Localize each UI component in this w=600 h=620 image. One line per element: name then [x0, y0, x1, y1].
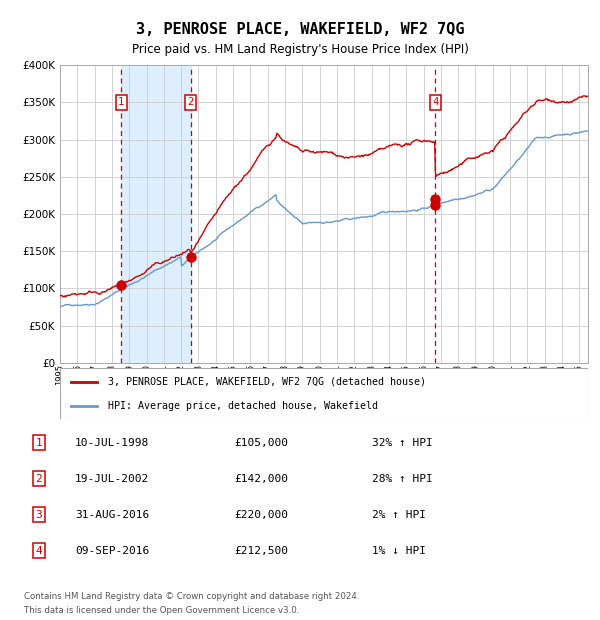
Text: £105,000: £105,000 — [234, 438, 288, 448]
Text: 1: 1 — [35, 438, 43, 448]
Text: £220,000: £220,000 — [234, 510, 288, 520]
Text: 10-JUL-1998: 10-JUL-1998 — [75, 438, 149, 448]
Text: 32% ↑ HPI: 32% ↑ HPI — [372, 438, 433, 448]
Text: 28% ↑ HPI: 28% ↑ HPI — [372, 474, 433, 484]
Text: This data is licensed under the Open Government Licence v3.0.: This data is licensed under the Open Gov… — [24, 606, 299, 615]
Bar — [121, 65, 191, 363]
Text: 4: 4 — [35, 546, 43, 556]
Text: 4: 4 — [433, 97, 439, 107]
Text: 31-AUG-2016: 31-AUG-2016 — [75, 510, 149, 520]
Text: 3, PENROSE PLACE, WAKEFIELD, WF2 7QG (detached house): 3, PENROSE PLACE, WAKEFIELD, WF2 7QG (de… — [107, 377, 425, 387]
Text: 2: 2 — [35, 474, 43, 484]
Text: 2: 2 — [187, 97, 194, 107]
Text: HPI: Average price, detached house, Wakefield: HPI: Average price, detached house, Wake… — [107, 401, 377, 411]
Text: 1: 1 — [118, 97, 124, 107]
Text: Price paid vs. HM Land Registry's House Price Index (HPI): Price paid vs. HM Land Registry's House … — [131, 43, 469, 56]
Text: 3, PENROSE PLACE, WAKEFIELD, WF2 7QG: 3, PENROSE PLACE, WAKEFIELD, WF2 7QG — [136, 22, 464, 37]
Text: 2% ↑ HPI: 2% ↑ HPI — [372, 510, 426, 520]
Text: 3: 3 — [35, 510, 43, 520]
Text: Contains HM Land Registry data © Crown copyright and database right 2024.: Contains HM Land Registry data © Crown c… — [24, 592, 359, 601]
Text: £212,500: £212,500 — [234, 546, 288, 556]
Text: 09-SEP-2016: 09-SEP-2016 — [75, 546, 149, 556]
Text: 19-JUL-2002: 19-JUL-2002 — [75, 474, 149, 484]
Text: 1% ↓ HPI: 1% ↓ HPI — [372, 546, 426, 556]
Text: £142,000: £142,000 — [234, 474, 288, 484]
